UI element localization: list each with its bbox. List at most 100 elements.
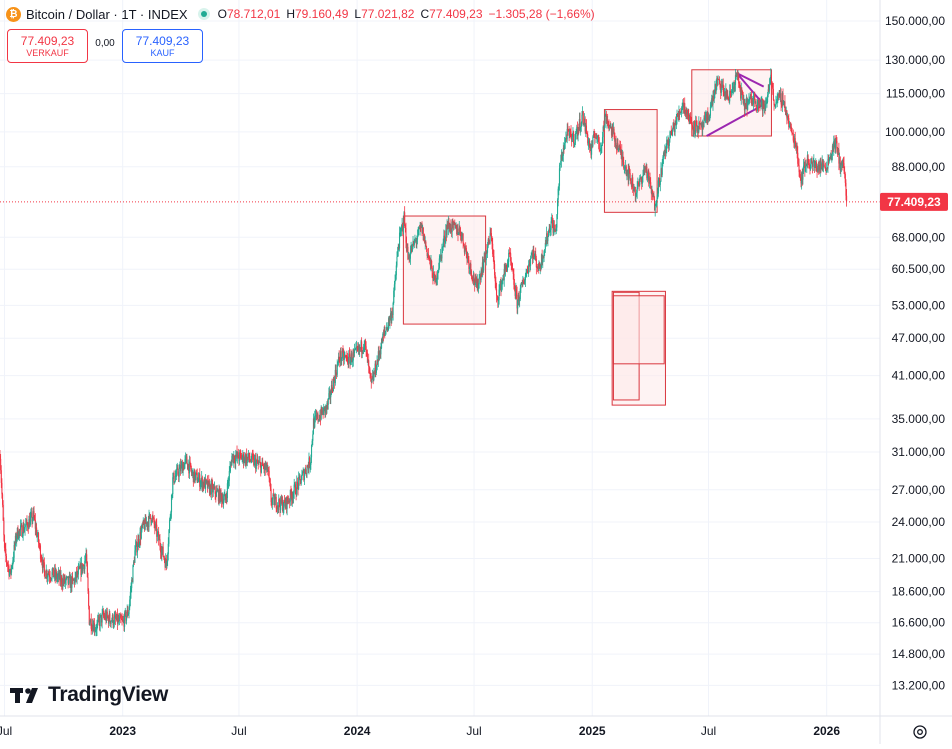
candle-body <box>78 566 80 569</box>
candle-body <box>134 550 136 563</box>
candle <box>366 349 368 363</box>
candle-body <box>201 477 203 489</box>
candle-body <box>608 124 610 127</box>
candle-body <box>491 237 493 244</box>
candle-body <box>761 99 764 111</box>
candle <box>71 572 73 592</box>
candle <box>614 138 616 149</box>
candle <box>314 410 316 429</box>
candle <box>468 256 470 274</box>
candle <box>154 521 156 531</box>
candle <box>332 376 334 392</box>
drawing-rectangle[interactable] <box>612 295 665 365</box>
candle-body <box>81 563 83 576</box>
candle <box>391 311 393 324</box>
candle <box>802 167 804 185</box>
candle-body <box>384 331 386 332</box>
candle <box>284 495 286 504</box>
candle-body <box>723 92 725 96</box>
candle-body <box>643 169 645 175</box>
candle <box>656 194 658 206</box>
candle-body <box>286 497 288 510</box>
candle <box>576 121 579 140</box>
candle <box>138 534 140 551</box>
candle <box>499 280 501 297</box>
candle-body <box>840 164 842 171</box>
candle <box>812 157 814 172</box>
gear-icon[interactable] <box>910 722 930 742</box>
candle <box>547 236 549 247</box>
candle-body <box>325 406 327 413</box>
candle-body <box>411 244 413 252</box>
candle-body <box>131 579 133 582</box>
candle-body <box>178 468 180 477</box>
candle <box>421 221 423 237</box>
candle-body <box>88 606 90 625</box>
tradingview-logo[interactable]: TradingView <box>10 683 168 707</box>
candle <box>531 250 533 256</box>
candle-body <box>623 162 625 169</box>
candle <box>785 106 787 117</box>
candle <box>605 109 607 117</box>
candle <box>231 453 234 460</box>
candle-body <box>609 125 611 127</box>
candle-body <box>433 271 435 281</box>
candle <box>219 485 221 504</box>
candle <box>23 519 25 534</box>
candle-body <box>592 137 594 147</box>
candle-body <box>531 253 534 258</box>
drawing-triangle[interactable] <box>706 72 766 137</box>
candle <box>259 456 261 468</box>
candle <box>680 106 683 118</box>
sell-button[interactable]: 77.409,23 VERKAUF <box>7 29 88 63</box>
candle-body <box>127 610 129 616</box>
candle <box>262 464 264 469</box>
candle <box>803 158 805 175</box>
candle-body <box>479 275 482 280</box>
candle-body <box>284 503 286 507</box>
candle <box>417 227 419 237</box>
candle-body <box>716 78 719 80</box>
candle <box>317 411 319 424</box>
candle <box>442 246 444 253</box>
candle <box>52 567 54 575</box>
candle <box>380 338 383 350</box>
candle-body <box>138 543 140 546</box>
candle <box>649 172 651 184</box>
candle-body <box>801 172 803 180</box>
candle <box>251 449 253 463</box>
candle-body <box>222 500 225 505</box>
drawing-layer[interactable] <box>402 69 772 406</box>
candle-body <box>375 369 377 373</box>
candle <box>770 72 772 89</box>
candle-body <box>837 149 839 155</box>
candle-body <box>382 333 385 335</box>
candle-body <box>32 511 34 519</box>
candle-body <box>374 363 376 374</box>
candle-body <box>324 406 326 413</box>
candle-body <box>96 623 98 631</box>
candle <box>702 121 704 130</box>
candle-body <box>249 460 252 462</box>
candle-body <box>437 271 439 274</box>
candle-body <box>625 166 627 175</box>
candle-body <box>833 140 835 141</box>
candle-body <box>752 96 755 105</box>
buy-button[interactable]: 77.409,23 KAUF <box>122 29 203 63</box>
candle <box>733 80 735 92</box>
candle-body <box>188 464 190 474</box>
candle <box>524 277 526 285</box>
candle-body <box>342 350 344 352</box>
candle-body <box>479 275 481 278</box>
symbol-title[interactable]: Bitcoin / Dollar · 1T · INDEX <box>26 6 188 22</box>
candle-body <box>297 483 299 489</box>
candle <box>721 80 723 88</box>
candle-body <box>497 300 500 302</box>
candle <box>621 144 623 167</box>
candle <box>454 223 456 229</box>
ohlc-low: L77.021,82 <box>354 7 415 21</box>
candle-body <box>315 415 317 416</box>
candle <box>607 121 609 129</box>
